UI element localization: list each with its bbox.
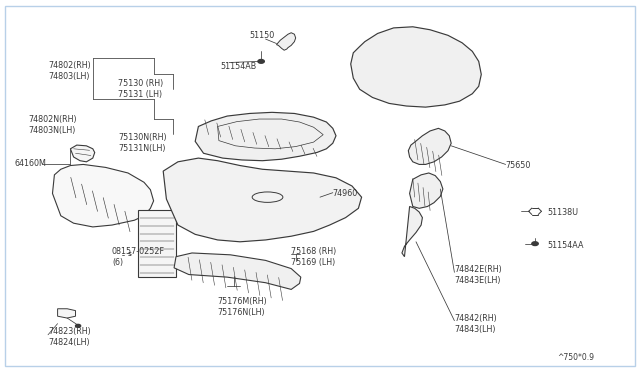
Circle shape [532,242,538,246]
Polygon shape [408,128,451,164]
Circle shape [258,60,264,63]
Ellipse shape [252,192,283,202]
Circle shape [76,324,81,327]
Text: 08157-0252F
(6): 08157-0252F (6) [112,247,165,267]
Text: 74823(RH)
74824(LH): 74823(RH) 74824(LH) [48,327,91,347]
Text: S: S [128,252,132,257]
Polygon shape [163,158,362,242]
Text: 74960: 74960 [333,189,358,198]
Text: 51138U: 51138U [547,208,579,217]
Polygon shape [58,309,76,318]
Bar [138,210,176,277]
Polygon shape [276,33,296,50]
Text: 75650: 75650 [506,161,531,170]
Text: 64160M: 64160M [14,159,46,168]
Text: 75130 (RH)
75131 (LH): 75130 (RH) 75131 (LH) [118,79,164,99]
Text: 74842(RH)
74843(LH): 74842(RH) 74843(LH) [454,314,497,334]
Text: 75168 (RH)
75169 (LH): 75168 (RH) 75169 (LH) [291,247,337,267]
Polygon shape [195,112,336,161]
Text: 74842E(RH)
74843E(LH): 74842E(RH) 74843E(LH) [454,265,502,285]
Polygon shape [52,164,154,227]
Polygon shape [174,253,301,289]
Text: 74802N(RH)
74803N(LH): 74802N(RH) 74803N(LH) [29,115,77,135]
Text: 75130N(RH)
75131N(LH): 75130N(RH) 75131N(LH) [118,133,167,153]
Polygon shape [70,145,95,162]
Text: 75176M(RH)
75176N(LH): 75176M(RH) 75176N(LH) [218,297,268,317]
Text: ^750*0.9: ^750*0.9 [557,353,594,362]
Polygon shape [351,27,481,107]
Polygon shape [410,173,443,208]
Text: 51154AB: 51154AB [221,62,257,71]
Text: 51154AA: 51154AA [547,241,584,250]
Polygon shape [402,206,422,257]
Text: 51150: 51150 [250,31,275,40]
Text: 74802(RH)
74803(LH): 74802(RH) 74803(LH) [48,61,91,81]
